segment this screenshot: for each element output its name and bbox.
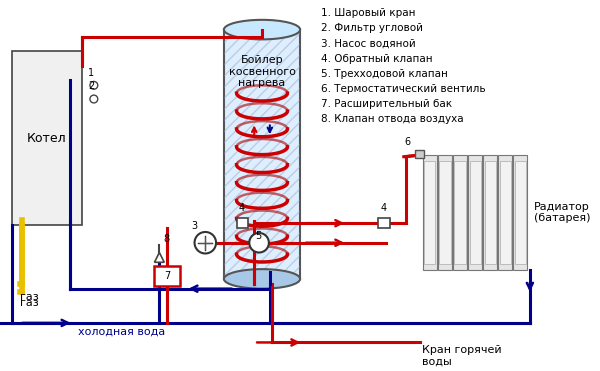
Bar	[500, 161, 511, 264]
Text: 3. Насос водяной: 3. Насос водяной	[320, 39, 415, 48]
Text: 3: 3	[191, 221, 198, 231]
Text: 7: 7	[164, 271, 170, 281]
Bar	[453, 155, 467, 270]
Text: газ: газ	[20, 292, 38, 302]
Text: 8. Клапан отвода воздуха: 8. Клапан отвода воздуха	[320, 114, 463, 124]
Ellipse shape	[224, 20, 300, 39]
Bar	[438, 155, 452, 270]
Circle shape	[194, 232, 216, 253]
Text: 6: 6	[404, 137, 410, 147]
Text: Кран горячей
воды: Кран горячей воды	[422, 345, 502, 367]
Circle shape	[90, 95, 98, 103]
Polygon shape	[154, 253, 164, 262]
Bar	[424, 161, 436, 264]
Bar	[236, 218, 248, 228]
Bar	[415, 150, 424, 158]
Text: 8: 8	[163, 234, 169, 244]
Text: 4: 4	[239, 203, 245, 213]
Bar	[379, 218, 390, 228]
Text: 4: 4	[380, 203, 386, 213]
Bar	[154, 266, 180, 286]
Bar	[483, 155, 497, 270]
Bar	[12, 51, 82, 225]
Bar	[498, 155, 512, 270]
Text: 1: 1	[88, 68, 94, 78]
Bar	[423, 155, 437, 270]
Text: 6. Термостатический вентиль: 6. Термостатический вентиль	[320, 84, 485, 94]
Text: Радиатор
(батарея): Радиатор (батарея)	[534, 201, 590, 223]
Bar	[470, 161, 481, 264]
Text: 4. Обратный клапан: 4. Обратный клапан	[320, 53, 432, 63]
Bar	[485, 161, 496, 264]
Text: 1. Шаровый кран: 1. Шаровый кран	[320, 8, 415, 18]
Text: 5. Трехходовой клапан: 5. Трехходовой клапан	[320, 69, 448, 79]
Text: холодная вода: холодная вода	[78, 327, 166, 337]
Bar	[468, 155, 482, 270]
Circle shape	[249, 233, 269, 253]
Text: Котел: Котел	[27, 132, 67, 145]
Bar	[515, 161, 526, 264]
Text: газ: газ	[20, 298, 38, 308]
Circle shape	[90, 81, 98, 89]
Text: 7. Расширительный бак: 7. Расширительный бак	[320, 99, 452, 109]
Bar	[224, 30, 300, 279]
Ellipse shape	[224, 269, 300, 289]
Bar	[224, 30, 300, 279]
Bar	[454, 161, 466, 264]
Text: 2: 2	[88, 81, 94, 91]
Text: Бойлер
косвенного
нагрева: Бойлер косвенного нагрева	[229, 55, 295, 88]
Bar	[514, 155, 527, 270]
Text: 5: 5	[255, 231, 262, 241]
Bar	[439, 161, 451, 264]
Text: 2. Фильтр угловой: 2. Фильтр угловой	[320, 23, 422, 33]
